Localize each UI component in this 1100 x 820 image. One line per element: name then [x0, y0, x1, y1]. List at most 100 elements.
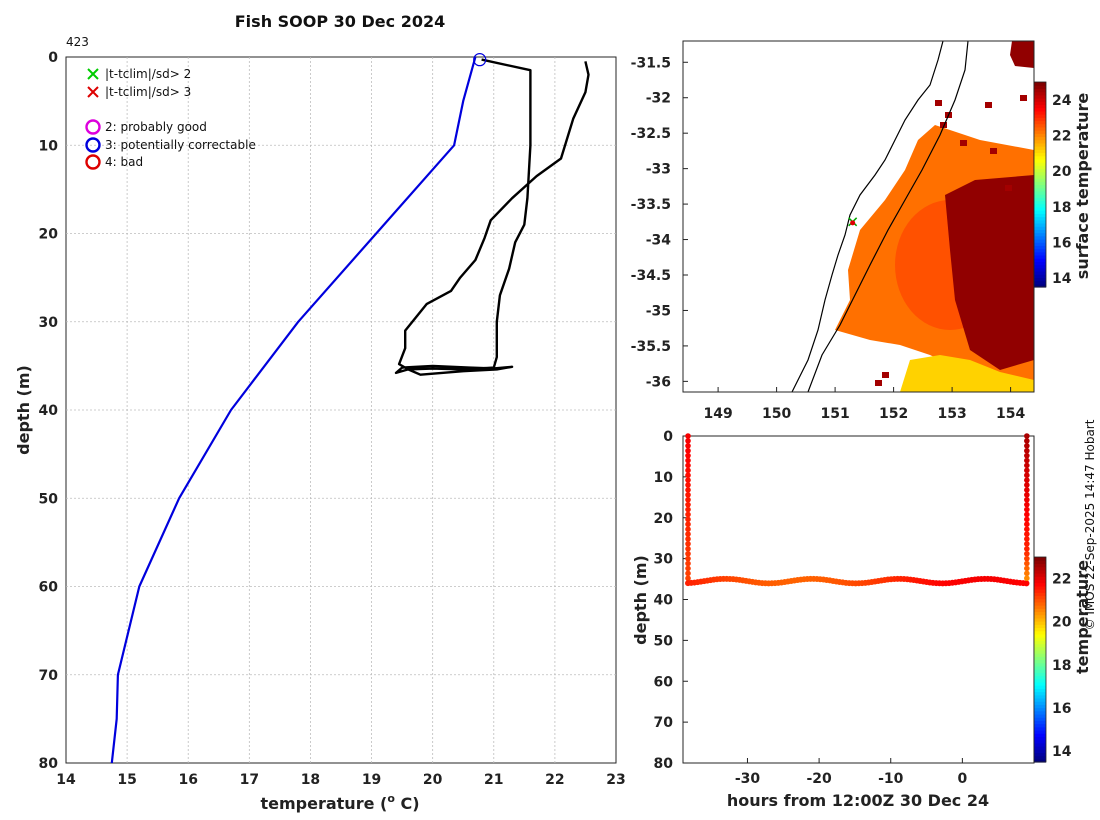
section-point [1024, 472, 1030, 479]
profile-y-tick-label: 0 [48, 50, 58, 66]
colorbar-swatch [1034, 736, 1046, 741]
section-y-axis-label: depth (m) [631, 555, 650, 645]
colorbar-swatch [1034, 611, 1046, 616]
section-point [1024, 496, 1030, 503]
colorbar-swatch [1034, 637, 1046, 641]
colorbar-swatch [1034, 688, 1046, 693]
map-x-tick-label: 149 [703, 406, 732, 422]
colorbar-swatch [1034, 206, 1046, 211]
section-point [685, 501, 691, 508]
profile-y-axis-label: depth (m) [14, 365, 33, 455]
colorbar-swatch [1034, 142, 1046, 147]
colorbar-swatch [1034, 203, 1046, 208]
colorbar-swatch [1034, 605, 1046, 609]
colorbar-swatch [1034, 280, 1046, 285]
section-point [1024, 511, 1030, 518]
colorbar-swatch [1034, 98, 1046, 102]
colorbar-swatch [1034, 251, 1046, 256]
section-point [1024, 526, 1030, 532]
colorbar-swatch [1034, 210, 1046, 214]
section-y-tick-label: 20 [654, 511, 674, 527]
colorbar-swatch [1034, 694, 1046, 699]
section-point [685, 550, 691, 557]
section-y-tick-label: 80 [654, 756, 674, 772]
section-point [685, 546, 691, 552]
section-point [1024, 457, 1030, 464]
section-point [1024, 506, 1030, 513]
colorbar-swatch [1034, 582, 1046, 587]
colorbar-swatch [1034, 713, 1046, 718]
section-point [685, 536, 691, 542]
profile-y-tick-label: 40 [39, 403, 59, 419]
colorbar-swatch [1034, 274, 1046, 278]
colorbar-swatch [1034, 745, 1046, 750]
colorbar-swatch [1034, 726, 1046, 731]
section-point [685, 452, 691, 459]
sst-north-patch [1010, 41, 1034, 68]
colorbar-swatch [1034, 665, 1046, 670]
profile-y-tick-label: 30 [39, 315, 59, 331]
section-point [1024, 565, 1030, 572]
section-y-tick-label: 70 [654, 715, 674, 731]
colorbar-swatch [1034, 656, 1046, 661]
section-point [685, 492, 691, 498]
sst-pixel [1005, 185, 1012, 191]
colorbar-swatch [1034, 672, 1046, 677]
profile-y-tick-label: 60 [39, 580, 59, 596]
section-point [1024, 550, 1030, 557]
legend-circle-marker [85, 154, 101, 170]
section-point [685, 487, 691, 493]
colorbar-swatch [1034, 133, 1046, 138]
colorbar-swatch [1034, 91, 1046, 96]
profile-chart: 14 15 16 17 18 19 20 21 22 23 0 10 20 30 40 50 60 70 80 |t… [14, 35, 626, 813]
section-colorbar: 14 16 18 20 22 [1033, 556, 1072, 763]
colorbar-swatch [1034, 264, 1046, 269]
colorbar-swatch [1034, 245, 1046, 250]
sst-pixel [875, 380, 882, 386]
shelf-contour [807, 41, 969, 392]
section-y-tick-label: 30 [654, 552, 674, 568]
section-point [685, 575, 691, 582]
colorbar-swatch [1034, 643, 1046, 648]
sst-pixel [985, 102, 992, 108]
colorbar-swatch [1034, 139, 1046, 144]
colorbar-swatch [1034, 85, 1046, 90]
colorbar-swatch [1034, 123, 1046, 128]
profile-legend: |t-tclim|/sd> 2 |t-tclim|/sd> 3 2: probabl… [85, 67, 256, 170]
colorbar-swatch [1034, 717, 1046, 721]
qc-flag-marker [473, 53, 487, 67]
colorbar-swatch [1034, 174, 1046, 179]
profile-x-tick-label: 17 [240, 772, 259, 788]
colorbar-swatch [1034, 194, 1046, 198]
section-point [685, 467, 691, 474]
colorbar-swatch [1034, 614, 1046, 619]
map-colorbar-tick-label: 20 [1052, 164, 1072, 180]
profile-x-axis-label: temperature (o C) [260, 792, 419, 813]
section-point [1024, 575, 1030, 582]
colorbar-swatch [1034, 238, 1046, 243]
colorbar-swatch [1034, 566, 1046, 571]
figure-title: Fish SOOP 30 Dec 2024 [235, 12, 445, 31]
section-point [685, 433, 691, 439]
colorbar-swatch [1034, 723, 1046, 728]
map-y-tick-label: -32.5 [631, 126, 671, 142]
colorbar-swatch [1034, 242, 1046, 246]
colorbar-swatch [1034, 649, 1046, 654]
profile-plot-area [65, 56, 617, 764]
legend-entry-label: |t-tclim|/sd> 2 [105, 67, 191, 81]
track-point-dot [850, 220, 856, 226]
colorbar-swatch [1034, 130, 1046, 134]
section-y-tick-label: 60 [654, 674, 674, 690]
colorbar-swatch [1034, 646, 1046, 651]
sst-pixel [990, 148, 997, 154]
colorbar-swatch [1034, 595, 1046, 600]
section-point [1024, 492, 1030, 498]
section-point [685, 462, 691, 469]
colorbar-swatch [1034, 165, 1046, 170]
colorbar-swatch [1034, 729, 1046, 734]
colorbar-swatch [1034, 219, 1046, 224]
section-point [1024, 541, 1030, 547]
colorbar-swatch [1034, 720, 1046, 725]
colorbar-swatch [1034, 104, 1046, 109]
map-x-tick-label: 151 [820, 406, 849, 422]
